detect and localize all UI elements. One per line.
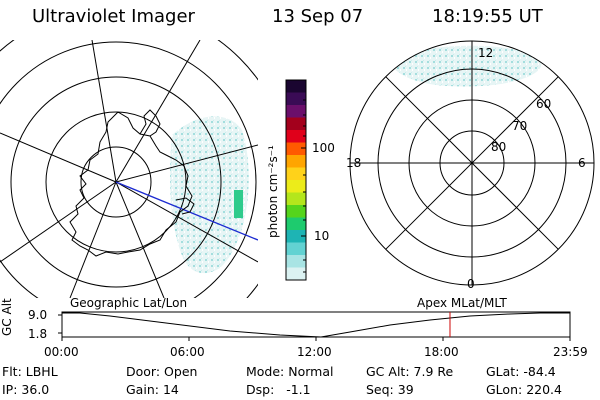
timeline-xtick: 18:00	[424, 345, 459, 359]
timeline-axis-label: GC Alt	[0, 298, 14, 336]
polar-mlt-plot	[349, 40, 595, 286]
timeline-right-title: Apex MLat/MLT	[417, 296, 507, 310]
geographic-map	[0, 40, 258, 298]
date-label: 13 Sep 07	[272, 6, 364, 27]
colorbar-band	[286, 180, 306, 193]
aurora-bright-spot	[234, 190, 243, 218]
mlat-label-70: 70	[512, 119, 528, 133]
status-glat: GLat: -84.4	[486, 364, 556, 379]
colorbar-band	[286, 205, 306, 218]
colorbar-band	[286, 230, 306, 243]
colorbar-tick-10: 10	[314, 229, 330, 243]
colorbar-band	[286, 217, 306, 231]
colorbar-band	[286, 117, 306, 131]
timeline-xtick: 23:59	[553, 345, 588, 359]
colorbar-band	[286, 167, 306, 181]
mlt-label-18: 18	[346, 156, 362, 170]
time-label: 18:19:55 UT	[432, 6, 543, 27]
status-door: Door: Open	[126, 364, 198, 379]
colorbar-band	[286, 92, 306, 106]
status-seq: Seq: 39	[366, 382, 414, 397]
mlat-label-60: 60	[536, 97, 552, 111]
timeline-ytick-high: 9.0	[28, 308, 48, 322]
mlt-label-0: 0	[467, 277, 475, 291]
timeline-xtick: 06:00	[170, 345, 205, 359]
colorbar-band	[286, 130, 306, 143]
colorbar-tick-100: 100	[312, 141, 335, 155]
colorbar-band	[286, 255, 306, 268]
colorbar	[286, 80, 306, 281]
status-filter: Flt: LBHL	[2, 364, 58, 379]
colorbar-band	[286, 80, 306, 93]
timeline-left-title: Geographic Lat/Lon	[70, 296, 188, 310]
status-gc-alt: GC Alt: 7.9 Re	[366, 364, 454, 379]
status-mode: Mode: Normal	[246, 364, 334, 379]
timeline-xtick: 00:00	[44, 345, 79, 359]
colorbar-band	[286, 192, 306, 206]
status-dsp: Dsp: -1.1	[246, 382, 311, 397]
colorbar-band	[286, 242, 306, 256]
colorbar-band	[286, 267, 306, 281]
status-gain: Gain: 14	[126, 382, 179, 397]
timeline-ytick-low: 1.8	[28, 327, 48, 341]
timeline-xtick: 12:00	[297, 345, 332, 359]
status-ip: IP: 36.0	[2, 382, 50, 397]
mlt-label-6: 6	[578, 156, 586, 170]
colorbar-band	[286, 155, 306, 168]
aurora-emission-right	[388, 45, 542, 87]
colorbar-band	[286, 142, 306, 156]
instrument-title: Ultraviolet Imager	[32, 6, 195, 27]
colorbar-unit-label: photon cm⁻²s⁻¹	[266, 145, 280, 238]
mlt-label-12: 12	[478, 46, 494, 60]
altitude-timeline	[58, 311, 571, 341]
status-glon: GLon: 220.4	[486, 382, 562, 397]
mlat-label-80: 80	[491, 140, 507, 154]
aurora-emission-left	[170, 116, 249, 274]
colorbar-band	[286, 105, 306, 118]
antarctica-coastline	[69, 111, 193, 257]
